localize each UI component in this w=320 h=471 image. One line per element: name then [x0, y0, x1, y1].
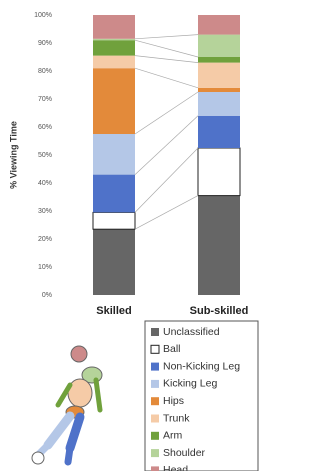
y-tick-label: 60%	[38, 124, 52, 131]
connector-line	[135, 35, 198, 39]
y-tick-label: 100%	[34, 12, 52, 19]
legend-label: Ball	[163, 343, 181, 355]
bar-segment	[93, 229, 135, 295]
bar-segment	[198, 88, 240, 92]
y-tick-label: 30%	[38, 208, 52, 215]
bar-segment	[198, 15, 240, 35]
bar-segment	[93, 40, 135, 55]
y-tick-label: 80%	[38, 68, 52, 75]
connector-line	[135, 196, 198, 230]
legend-label: Trunk	[163, 412, 190, 424]
y-tick-label: 50%	[38, 152, 52, 159]
legend-label: Non-Kicking Leg	[163, 360, 240, 372]
bar-segment	[198, 57, 240, 63]
bar-segment	[198, 35, 240, 57]
bar-segment	[198, 148, 240, 196]
legend-swatch	[151, 415, 159, 423]
y-tick-label: 0%	[42, 292, 52, 299]
bar-segment	[198, 116, 240, 148]
bar-segment	[198, 92, 240, 116]
legend-swatch	[151, 449, 159, 457]
bar-segment	[93, 39, 135, 40]
legend-swatch	[151, 466, 159, 471]
legend-label: Head	[163, 464, 188, 471]
legend-swatch	[151, 328, 159, 336]
bar-segment	[93, 175, 135, 213]
connector-line	[135, 92, 198, 134]
legend-swatch	[151, 432, 159, 440]
y-tick-label: 20%	[38, 236, 52, 243]
legend-swatch	[151, 380, 159, 388]
x-tick-label: Skilled	[96, 305, 131, 317]
y-tick-label: 90%	[38, 40, 52, 47]
legend-swatch	[151, 345, 159, 353]
bar-segment	[93, 56, 135, 69]
chart: % Viewing Time 0% 10% 20% 30% 40% 50% 60% 70% 80…	[0, 0, 264, 471]
connector-line	[135, 68, 198, 88]
bar-segment	[93, 15, 135, 39]
legend-swatch	[151, 397, 159, 405]
legend-label: Kicking Leg	[163, 378, 217, 390]
connector-line	[135, 148, 198, 212]
connector-line	[135, 116, 198, 175]
bar-segment	[93, 68, 135, 134]
player-illustration	[32, 346, 102, 464]
bar-segment	[198, 196, 240, 295]
connector-line	[135, 56, 198, 63]
legend-label: Unclassified	[163, 326, 220, 338]
y-tick-label: 40%	[38, 180, 52, 187]
y-axis-label: % Viewing Time	[8, 121, 18, 189]
page: {"chart_data": {"type": "stacked_bar", "…	[0, 0, 320, 471]
bar-segment	[93, 212, 135, 229]
legend-label: Hips	[163, 395, 184, 407]
x-tick-label: Sub-skilled	[190, 305, 249, 317]
y-tick-label: 10%	[38, 264, 52, 271]
bar-segment	[93, 134, 135, 175]
bar-segment	[198, 63, 240, 88]
connector-line	[135, 40, 198, 57]
legend-label: Shoulder	[163, 447, 206, 459]
legend-swatch	[151, 363, 159, 371]
y-tick-label: 70%	[38, 96, 52, 103]
legend-label: Arm	[163, 430, 183, 442]
